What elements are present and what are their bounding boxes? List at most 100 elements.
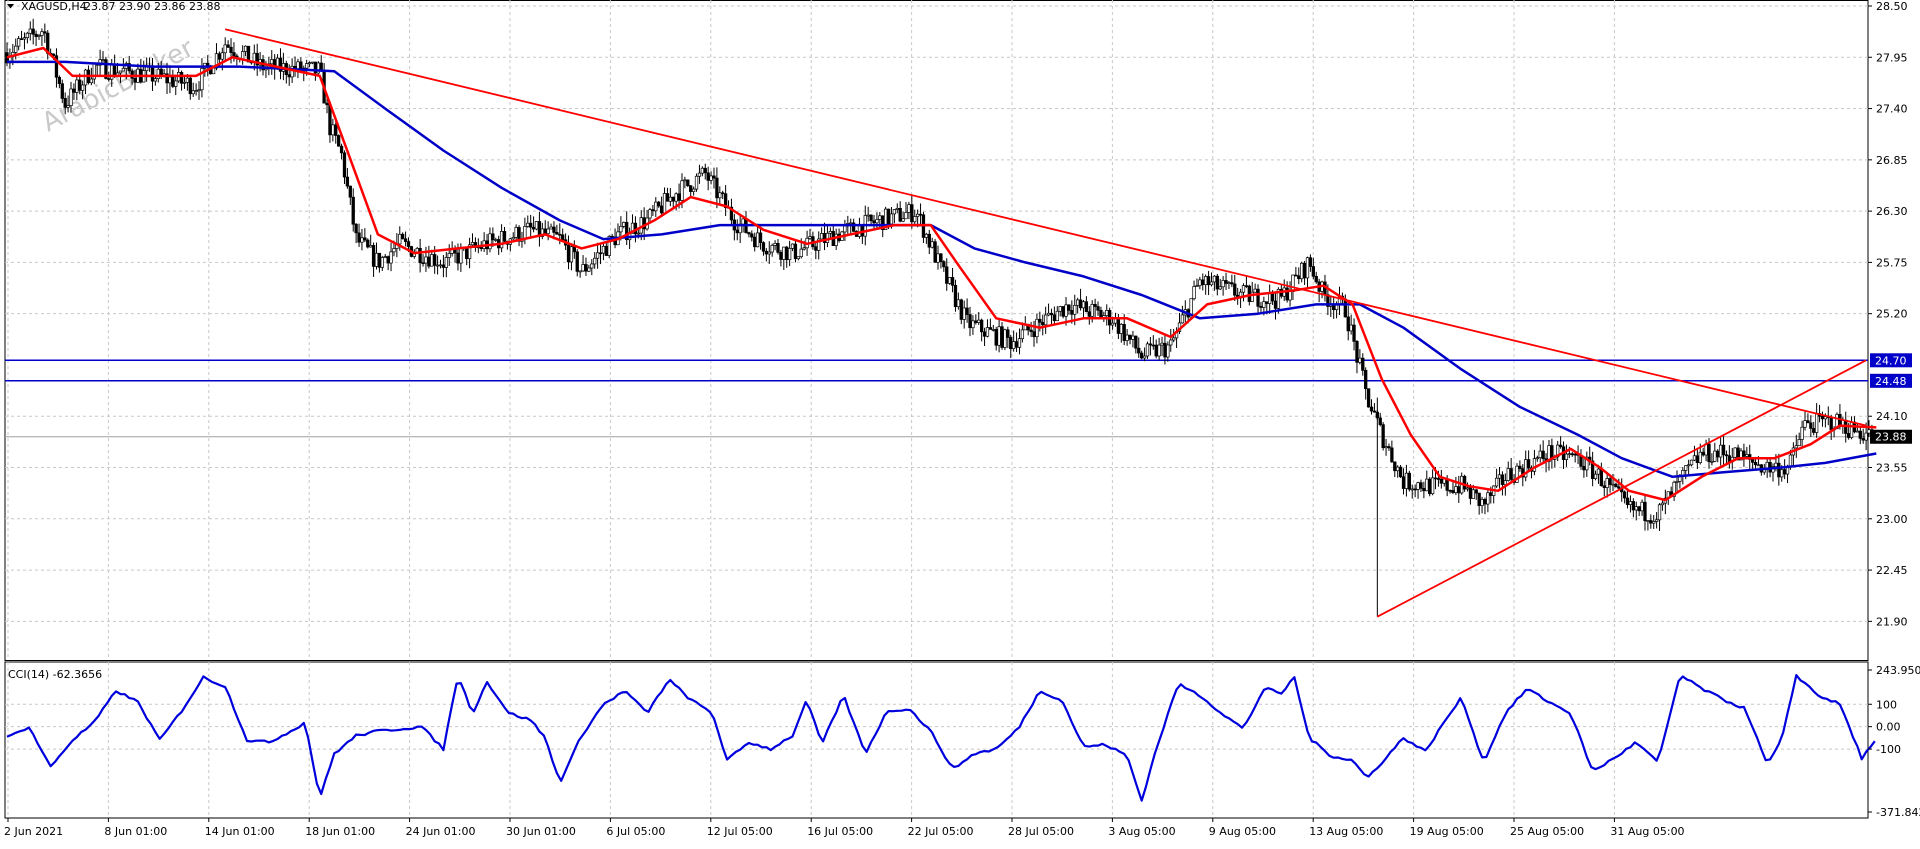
candle-body [1151, 344, 1155, 347]
candle-body [1265, 301, 1269, 304]
candle-body [1593, 473, 1598, 479]
candle-body [1215, 275, 1219, 290]
candle-body [601, 245, 606, 254]
candle-body [369, 245, 373, 248]
candle-body [543, 228, 547, 235]
candle-body [1404, 472, 1409, 489]
candle-body [171, 76, 175, 87]
candle-body [150, 65, 155, 82]
candle-body [1381, 424, 1385, 449]
price-axis[interactable]: 28.50 27.95 27.40 26.85 26.30 25.75 25.20 24.10… [1868, 0, 1912, 628]
candle-body [101, 59, 105, 61]
candle-body [511, 236, 515, 240]
cci-axis-label: -100 [1876, 743, 1901, 756]
candle-body [502, 231, 507, 242]
candle-body [63, 98, 67, 108]
candle-body [232, 52, 236, 57]
candle-body [1474, 489, 1478, 494]
candle-body [1506, 468, 1510, 481]
candle-body [787, 248, 792, 261]
candle-body [866, 214, 870, 217]
candle-body [1218, 286, 1222, 290]
candle-body [1349, 324, 1353, 332]
candle-body [1201, 279, 1205, 286]
candle-body [828, 231, 833, 234]
candle-body [470, 242, 475, 246]
horizontal-levels[interactable] [5, 359, 1868, 438]
candle-body [1014, 341, 1019, 348]
candle-body [1233, 283, 1237, 296]
current-price-tag [1870, 429, 1912, 444]
candle-body [1041, 321, 1045, 326]
candle-body [1823, 416, 1828, 420]
candle-body [924, 233, 929, 238]
candle-body [371, 245, 376, 267]
candle-body [1774, 462, 1778, 467]
cci-series [6, 673, 1876, 802]
level-price-label: 24.48 [1875, 375, 1907, 388]
candle-body [918, 213, 923, 216]
candle-body [220, 52, 224, 60]
candle-body [697, 172, 702, 177]
candle-body [1462, 475, 1467, 490]
candle-body [575, 251, 579, 272]
candle-body [1814, 413, 1819, 433]
candle-body [22, 37, 27, 40]
candle-body [1134, 335, 1138, 349]
candle-body [982, 331, 987, 337]
candle-body [1300, 262, 1304, 280]
candle-body [1125, 334, 1129, 341]
candle-body [598, 252, 603, 255]
candle-body [671, 196, 675, 202]
candle-body [1686, 464, 1691, 467]
candle-body [406, 241, 411, 247]
cci-axis[interactable]: 243.950 100 0.00 -100 -371.842 [1868, 664, 1920, 819]
candle-body [843, 225, 847, 233]
candle-body [1172, 337, 1176, 341]
candle-body [1698, 451, 1702, 463]
candle-body [430, 254, 434, 267]
candle-body [1570, 453, 1574, 456]
candle-body [1451, 490, 1455, 493]
candle-body [307, 62, 312, 65]
candle-body [1358, 357, 1362, 363]
candle-body [1285, 287, 1289, 301]
symbol-dropdown-icon[interactable] [7, 4, 14, 9]
candle-body [1224, 280, 1228, 284]
candle-body [305, 63, 309, 69]
candle-body [581, 264, 585, 272]
candle-body [1064, 304, 1068, 317]
candle-body [1605, 478, 1609, 488]
candle-body [447, 253, 451, 258]
trendlines[interactable] [224, 28, 1867, 618]
candle-body [895, 208, 899, 210]
candle-body [197, 89, 201, 92]
main-price-panel[interactable] [4, 0, 1869, 661]
candle-body [1861, 438, 1865, 441]
candle-body [1209, 281, 1214, 286]
candle-body [28, 28, 32, 34]
price-axis-label: 25.75 [1876, 256, 1908, 269]
candle-body [1419, 482, 1423, 489]
candle-body [1692, 455, 1697, 461]
candle-body [1794, 445, 1798, 449]
candle-body [1413, 488, 1417, 491]
candle-body [1480, 498, 1484, 506]
time-axis[interactable]: 2 Jun 2021 8 Jun 01:00 14 Jun 01:00 18 Jun … [4, 818, 1685, 838]
candle-body [214, 53, 219, 69]
candle-body [889, 213, 894, 225]
candle-body [1361, 357, 1365, 371]
candle-body [988, 327, 993, 330]
candle-body [107, 78, 111, 80]
candle-body [1628, 501, 1633, 505]
trendline [224, 28, 1867, 427]
candle-body [595, 252, 600, 259]
candle-body [1689, 459, 1694, 466]
candle-body [1541, 450, 1545, 460]
candle-body [703, 167, 707, 174]
candle-body [37, 35, 41, 37]
candle-body [529, 222, 533, 228]
candle-body [572, 246, 576, 253]
